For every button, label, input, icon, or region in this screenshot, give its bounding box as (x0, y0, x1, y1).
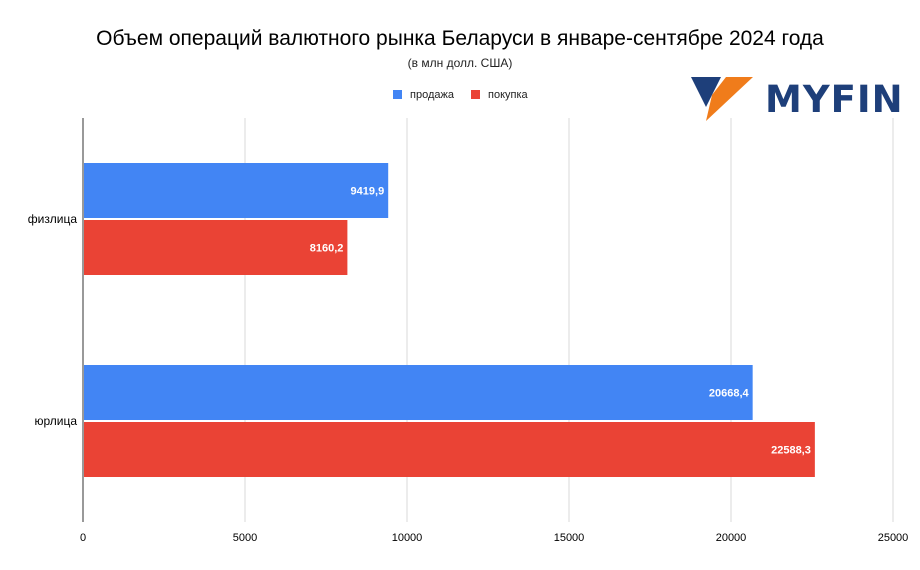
myfin-logo-icon (691, 77, 753, 121)
x-tick-label: 20000 (716, 532, 747, 544)
legend-label-purchase: покупка (488, 89, 529, 101)
bar-purchase (84, 422, 815, 477)
bar-purchase (84, 220, 348, 275)
data-label: 9419,9 (351, 186, 385, 198)
legend-swatch-sale (393, 90, 402, 99)
category-label: физлица (28, 212, 78, 226)
legend-label-sale: продажа (410, 89, 455, 101)
legend: продажа покупка (393, 89, 529, 101)
bar-sale (84, 365, 753, 420)
x-tick-label: 0 (80, 532, 86, 544)
x-tick-label: 25000 (878, 532, 909, 544)
chart-title: Объем операций валютного рынка Беларуси … (96, 27, 824, 50)
category-label: юрлица (34, 414, 77, 428)
logo-text: MYFIN (765, 78, 904, 121)
data-label: 20668,4 (709, 388, 750, 400)
bars: 9419,9 8160,2 20668,4 22588,3 (84, 163, 815, 477)
bar-sale (84, 163, 389, 218)
data-label: 8160,2 (310, 243, 344, 255)
myfin-logo: MYFIN (691, 77, 904, 121)
legend-swatch-purchase (471, 90, 480, 99)
data-label: 22588,3 (771, 445, 811, 457)
axes: 0 5000 10000 15000 20000 25000 физлица юрлица (28, 118, 909, 544)
x-tick-label: 5000 (233, 532, 257, 544)
x-tick-label: 10000 (392, 532, 423, 544)
chart-subtitle: (в млн долл. США) (408, 56, 513, 70)
x-tick-label: 15000 (554, 532, 585, 544)
